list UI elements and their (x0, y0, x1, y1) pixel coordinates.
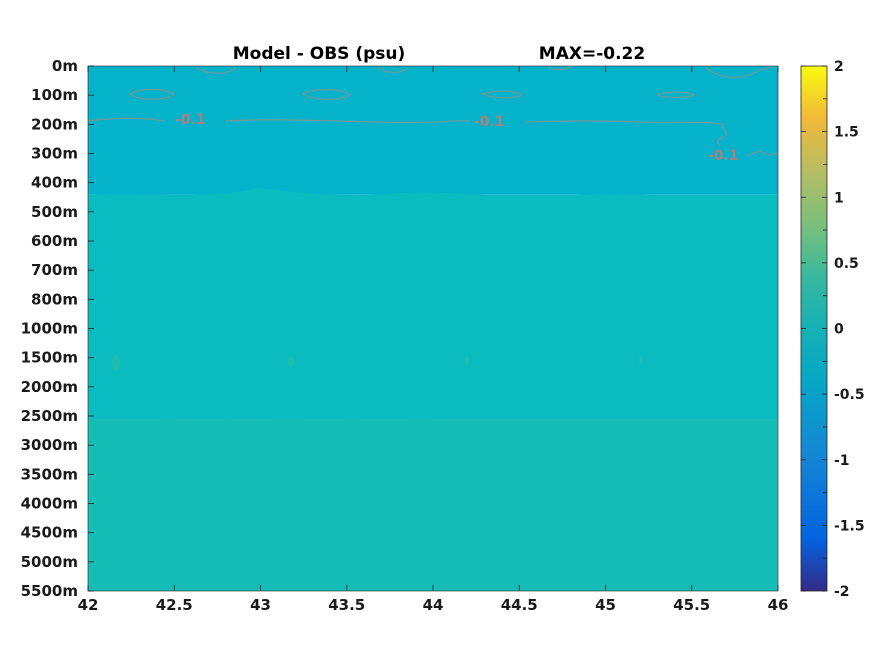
y-tick-label: 1500m (21, 349, 78, 367)
y-tick-label: 2000m (21, 378, 78, 396)
y-tick-label: 100m (31, 86, 78, 104)
y-tick-label: 2500m (21, 407, 78, 425)
band-boundary (88, 421, 778, 431)
x-axis: 42 42.5 43 43.5 44 44.5 45 45.5 46 (78, 66, 789, 614)
y-tick-label: 800m (31, 290, 78, 308)
y-tick-label: 400m (31, 174, 78, 192)
y-tick-label: 0m (52, 57, 78, 75)
cbar-tick-label: -1 (834, 453, 850, 469)
x-tick-label: 42.5 (156, 596, 193, 614)
speckle (639, 356, 643, 364)
y-axis: 0m 100m 200m 300m 400m 500m 600m 700m 800m 1000m 1… (21, 57, 94, 600)
x-tick-label: 44.5 (501, 596, 538, 614)
contour-top-3 (547, 66, 571, 71)
contour-label: -0.1 (708, 148, 739, 164)
x-tick-label: 43.5 (328, 596, 365, 614)
x-tick-label: 42 (78, 596, 99, 614)
speckle (112, 355, 120, 371)
contour-blob-4 (655, 91, 696, 98)
contour-top-4 (704, 66, 773, 78)
contour-top-2 (376, 66, 409, 73)
field-band (88, 194, 778, 419)
speckle (464, 356, 470, 366)
contour-blob-1 (128, 88, 175, 100)
field-band (88, 419, 778, 591)
max-annotation: MAX=-0.22 (539, 44, 645, 64)
speckle (288, 356, 294, 368)
cbar-tick-label: -1.5 (834, 518, 865, 534)
contour-blob-2 (301, 89, 352, 100)
x-tick-label: 45 (595, 596, 616, 614)
cbar-tick-label: -0.5 (834, 387, 865, 403)
cbar-tick-label: 0.5 (834, 256, 859, 272)
cbar-tick-label: 1.5 (834, 125, 859, 141)
y-tick-label: 500m (31, 203, 78, 221)
y-tick-label: 200m (31, 115, 78, 133)
y-tick-label: 3000m (21, 436, 78, 454)
cbar-tick-label: -2 (834, 584, 850, 600)
y-tick-label: 4500m (21, 524, 78, 542)
contour-label: -0.1 (474, 114, 505, 130)
contour-lines (87, 66, 779, 156)
contour-line-200m (87, 117, 779, 156)
cbar-tick-label: 1 (834, 190, 844, 206)
contour-blob-3 (480, 90, 524, 99)
y-tick-label: 600m (31, 232, 78, 250)
y-tick-label: 3500m (21, 465, 78, 483)
y-tick-label: 5000m (21, 553, 78, 571)
x-tick-label: 43 (250, 596, 271, 614)
y-tick-label: 700m (31, 261, 78, 279)
y-tick-label: 4000m (21, 495, 78, 513)
x-tick-label: 44 (423, 596, 444, 614)
colorbar-ticks: 2 1.5 1 0.5 0 -0.5 -1 -1.5 -2 (801, 59, 865, 600)
y-tick-label: 1000m (21, 320, 78, 338)
cbar-tick-label: 2 (834, 59, 844, 75)
band-boundary (88, 188, 778, 202)
deep-speckles (112, 355, 643, 371)
x-tick-label: 46 (768, 596, 789, 614)
heatmap-field (88, 66, 778, 591)
x-tick-label: 45.5 (673, 596, 710, 614)
y-tick-label: 300m (31, 145, 78, 163)
y-tick-label: 5500m (21, 582, 78, 600)
contour-labels: -0.1 -0.1 -0.1 (175, 112, 739, 164)
chart-title: Model - OBS (psu) (233, 44, 406, 64)
contour-top-1 (195, 66, 237, 74)
cbar-tick-label: 0 (834, 322, 844, 338)
field-band (88, 66, 778, 195)
contour-label: -0.1 (175, 112, 206, 128)
